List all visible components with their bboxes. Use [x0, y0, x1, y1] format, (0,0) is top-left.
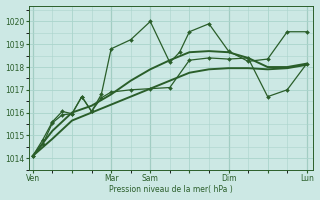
X-axis label: Pression niveau de la mer( hPa ): Pression niveau de la mer( hPa ): [109, 185, 233, 194]
